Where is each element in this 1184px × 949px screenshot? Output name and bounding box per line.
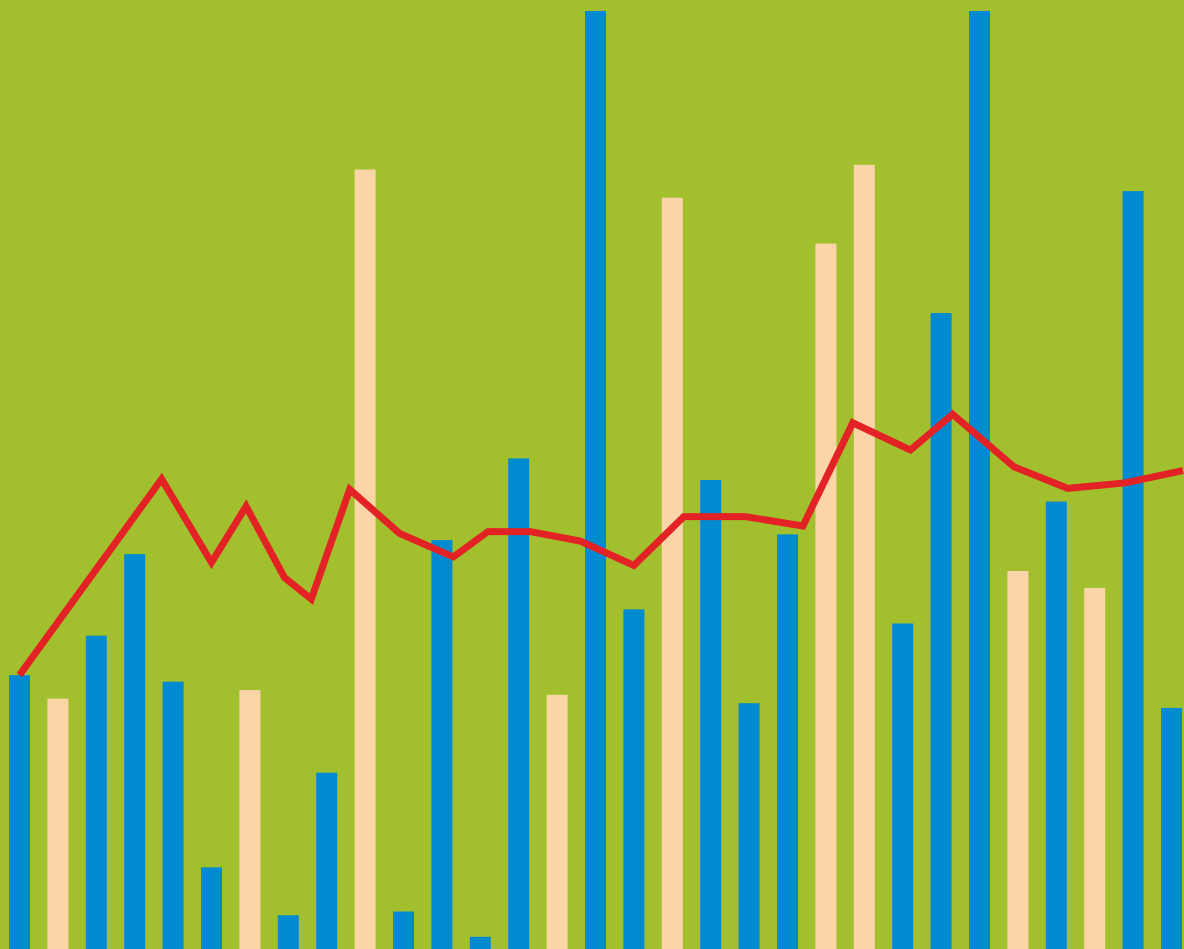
bar-29 [1084, 587, 1106, 949]
bar-7 [239, 690, 261, 949]
bar-21 [777, 534, 798, 949]
bar-13 [469, 936, 491, 949]
bar-3 [85, 635, 107, 949]
bar-14 [508, 458, 530, 949]
bar-22 [815, 243, 837, 949]
bar-23 [853, 164, 875, 949]
bar-15 [546, 694, 568, 949]
bar-6 [201, 867, 222, 949]
bar-9 [316, 772, 338, 949]
bar-1 [9, 675, 30, 949]
bar-28 [1045, 501, 1067, 949]
bar-27 [1007, 571, 1029, 949]
bar-series [9, 11, 1182, 949]
bar-8 [277, 915, 299, 949]
bar-4 [124, 554, 146, 949]
bar-5 [162, 681, 184, 949]
bar-31 [1161, 707, 1182, 949]
bar-20 [738, 703, 760, 949]
bar-12 [431, 540, 453, 949]
bar-17 [623, 609, 645, 949]
bar-25 [930, 313, 952, 949]
trend-line [16, 409, 1184, 678]
bar-19 [700, 480, 722, 949]
bar-11 [393, 911, 414, 949]
bar-2 [47, 698, 69, 949]
bar-16 [585, 11, 606, 949]
bar-26 [969, 11, 990, 949]
bar-24 [892, 623, 914, 949]
bar-10 [354, 169, 376, 949]
bar-18 [661, 197, 683, 949]
bar-30 [1122, 191, 1144, 949]
